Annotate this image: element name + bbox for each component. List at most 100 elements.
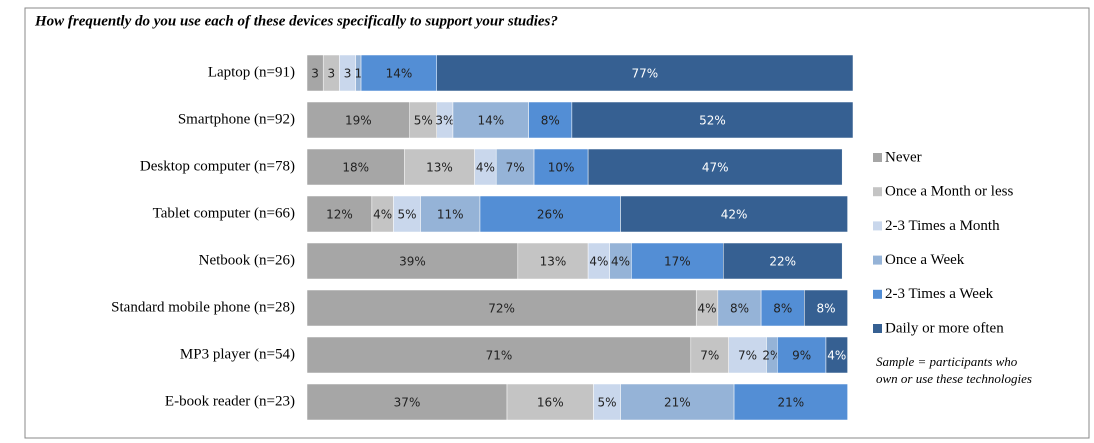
category-label: Tablet computer (n=66): [153, 205, 295, 221]
bar-segment: [571, 101, 854, 139]
legend-label: Once a Week: [885, 252, 965, 268]
category-label: Smartphone (n=92): [178, 111, 295, 127]
legend-label: 2-3 Times a Month: [885, 218, 1000, 234]
data-label: 14%: [477, 114, 504, 128]
bar-segment: [804, 289, 848, 327]
data-label: 16%: [537, 396, 564, 410]
data-label: 72%: [488, 302, 515, 316]
bar-segment: [306, 383, 508, 421]
bar-segment: [306, 101, 410, 139]
data-label: 4%: [589, 255, 608, 269]
bar-segment: [436, 54, 854, 92]
legend-swatch: [873, 324, 882, 333]
data-label: 4%: [373, 208, 392, 222]
legend-swatch: [873, 153, 882, 162]
bar-segment: [360, 54, 437, 92]
data-label: 3%: [435, 114, 454, 128]
bar-segment: [306, 336, 692, 374]
bar-segment: [620, 195, 848, 233]
data-label: 77%: [632, 67, 659, 81]
data-label: 4%: [827, 349, 846, 363]
legend-swatch: [873, 187, 882, 197]
bar-segment: [717, 289, 762, 327]
legend-label: 2-3 Times a Week: [885, 286, 994, 302]
data-label: 22%: [769, 255, 796, 269]
chart-title: How frequently do you use each of these …: [34, 13, 558, 29]
bar-segment: [479, 195, 621, 233]
data-label: 9%: [792, 349, 811, 363]
data-label: 7%: [506, 161, 525, 175]
data-label: 8%: [541, 114, 560, 128]
data-label: 71%: [486, 349, 513, 363]
legend-swatch: [873, 289, 882, 299]
data-label: 7%: [738, 349, 757, 363]
data-label: 8%: [730, 302, 749, 316]
data-label: 1: [355, 67, 363, 81]
data-label: 21%: [664, 396, 691, 410]
data-label: 2%: [762, 349, 781, 363]
data-label: 8%: [773, 302, 792, 316]
data-label: 37%: [394, 396, 421, 410]
data-label: 42%: [721, 208, 748, 222]
bar-segment: [506, 383, 594, 421]
bar-segment: [587, 148, 843, 186]
data-label: 4%: [698, 302, 717, 316]
data-label: 26%: [537, 208, 564, 222]
data-label: 4%: [476, 161, 495, 175]
data-label: 5%: [414, 114, 433, 128]
bar-segment: [420, 195, 481, 233]
bar-segment: [733, 383, 848, 421]
data-label: 39%: [399, 255, 426, 269]
note: Sample = participants who: [876, 354, 1018, 369]
bar-segment: [306, 148, 405, 186]
bar-segment: [723, 242, 843, 280]
bar-segment: [409, 101, 437, 139]
category-label: E-book reader (n=23): [165, 393, 295, 409]
bar-segment: [760, 289, 805, 327]
data-label: 5%: [598, 396, 617, 410]
data-label: 5%: [397, 208, 416, 222]
data-label: 13%: [540, 255, 567, 269]
note: own or use these technologies: [876, 371, 1032, 386]
bar-segment: [495, 148, 535, 186]
category-label: Laptop (n=91): [208, 64, 295, 80]
data-label: 3: [311, 67, 319, 81]
data-label: 21%: [777, 396, 804, 410]
data-label: 12%: [326, 208, 353, 222]
category-label: MP3 player (n=54): [180, 346, 295, 362]
data-label: 8%: [816, 302, 835, 316]
data-label: 13%: [426, 161, 453, 175]
category-label: Netbook (n=26): [199, 252, 295, 268]
data-label: 19%: [345, 114, 372, 128]
data-label: 3: [344, 67, 352, 81]
data-label: 7%: [700, 349, 719, 363]
bar-segment: [631, 242, 724, 280]
bar-segment: [306, 242, 519, 280]
bar-segment: [728, 336, 767, 374]
data-label: 17%: [664, 255, 691, 269]
data-label: 52%: [699, 114, 726, 128]
bar-segment: [528, 101, 573, 139]
bar-segment: [825, 336, 848, 374]
bar-segment: [404, 148, 475, 186]
bar-segment: [306, 289, 697, 327]
legend-swatch: [873, 255, 882, 265]
bar-segment: [517, 242, 589, 280]
legend-label: Daily or more often: [885, 320, 1004, 336]
data-label: 14%: [386, 67, 413, 81]
category-label: Desktop computer (n=78): [140, 158, 295, 174]
legend-label: Once a Month or less: [885, 184, 1013, 200]
data-label: 10%: [548, 161, 575, 175]
data-label: 18%: [342, 161, 369, 175]
legend-swatch: [873, 221, 882, 231]
data-label: 47%: [702, 161, 729, 175]
bar-segment: [452, 101, 529, 139]
data-label: 3: [328, 67, 336, 81]
bar-segment: [620, 383, 735, 421]
category-label: Standard mobile phone (n=28): [111, 299, 295, 315]
legend-label: Never: [885, 149, 922, 165]
data-label: 11%: [437, 208, 464, 222]
data-label: 4%: [611, 255, 630, 269]
